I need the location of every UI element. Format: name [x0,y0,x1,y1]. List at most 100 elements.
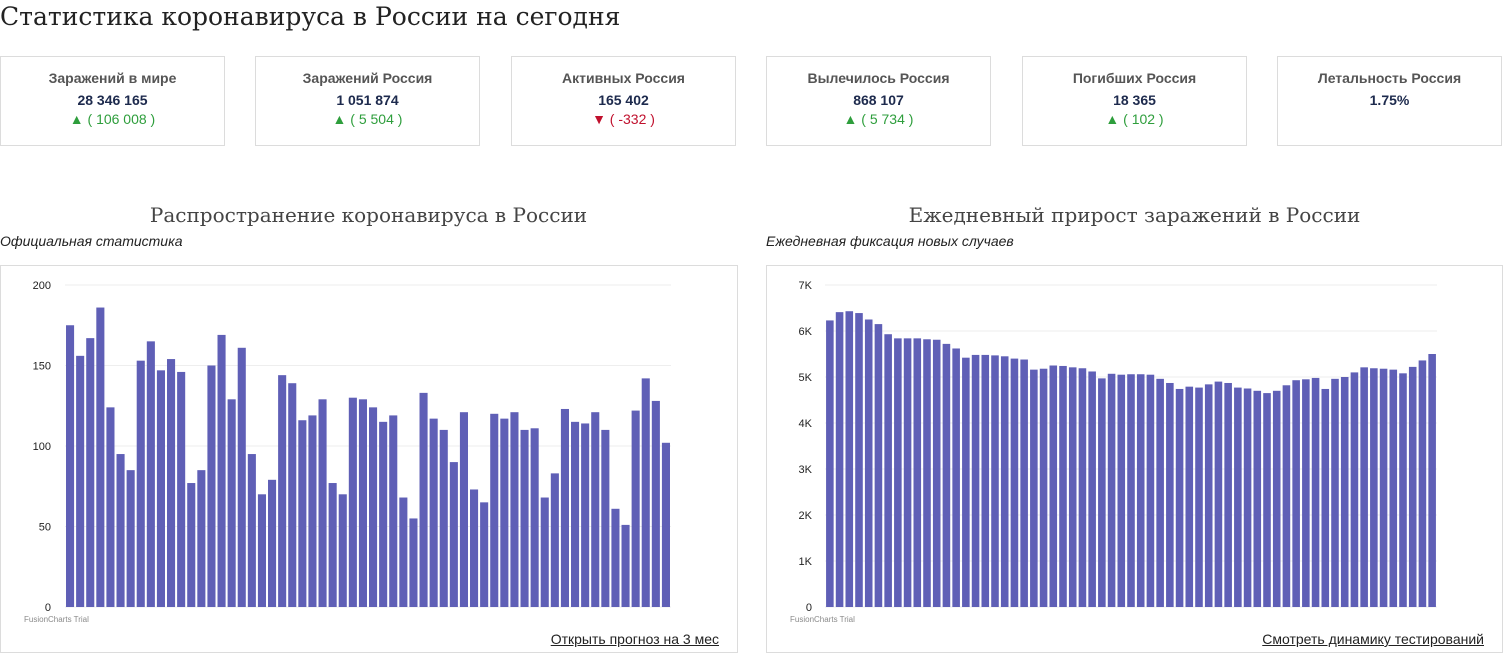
forecast-link[interactable]: Открыть прогноз на 3 мес [550,631,719,647]
bar[interactable] [1224,382,1232,607]
bar[interactable] [500,418,509,607]
testing-dynamics-link[interactable]: Смотреть динамику тестирований [1262,631,1484,647]
bar[interactable] [601,429,610,607]
bar[interactable] [298,420,307,607]
bar[interactable] [1282,385,1291,607]
bar[interactable] [207,365,216,608]
bar[interactable] [1418,360,1427,607]
bar[interactable] [1360,367,1368,607]
bar[interactable] [510,412,519,607]
bar[interactable] [278,375,287,607]
bar[interactable] [1370,368,1378,607]
bar[interactable] [1243,388,1252,608]
bar[interactable] [480,502,489,607]
bar[interactable] [874,324,883,607]
bar[interactable] [237,347,246,607]
bar[interactable] [449,462,458,607]
bar[interactable] [1263,393,1271,607]
bar[interactable] [845,311,854,607]
bar[interactable] [288,383,297,607]
bar[interactable] [520,429,529,607]
bar[interactable] [96,307,105,607]
bar[interactable] [76,355,85,607]
bar[interactable] [641,378,650,607]
bar[interactable] [1030,369,1038,607]
bar[interactable] [409,518,418,607]
bar[interactable] [1088,371,1096,607]
bar[interactable] [1272,390,1281,607]
bar[interactable] [1195,387,1203,607]
bar[interactable] [459,412,468,607]
bar[interactable] [1117,374,1126,607]
bar[interactable] [1107,373,1116,607]
bar[interactable] [1389,369,1398,607]
bar[interactable] [550,473,559,607]
bar[interactable] [369,407,378,607]
bar[interactable] [835,312,844,607]
bar[interactable] [1340,377,1349,607]
bar[interactable] [268,479,277,607]
bar[interactable] [379,421,388,607]
bar[interactable] [1156,378,1164,607]
bar[interactable] [1399,373,1407,607]
bar[interactable] [1146,374,1155,607]
bar[interactable] [167,359,176,607]
bar[interactable] [631,410,640,607]
bar[interactable] [1408,366,1417,607]
bar[interactable] [116,454,125,607]
bar[interactable] [257,494,266,607]
bar[interactable] [981,354,990,607]
bar[interactable] [611,508,620,607]
bar[interactable] [952,348,960,607]
bar[interactable] [358,399,367,607]
bar[interactable] [1049,365,1058,608]
bar[interactable] [389,415,398,607]
bar[interactable] [560,408,569,607]
bar[interactable] [855,313,863,607]
bar[interactable] [932,339,941,607]
bar[interactable] [439,429,448,607]
bar[interactable] [1039,368,1048,607]
bar[interactable] [1379,368,1388,607]
bar[interactable] [1214,381,1223,607]
bar[interactable] [661,442,670,607]
bar[interactable] [338,494,347,607]
bar[interactable] [146,341,155,607]
bar[interactable] [328,483,337,607]
bar[interactable] [1010,358,1019,607]
bar[interactable] [942,343,951,607]
bar[interactable] [903,338,912,607]
bar[interactable] [1204,384,1213,607]
bar[interactable] [1331,378,1339,607]
bar[interactable] [126,470,135,607]
bar[interactable] [1000,356,1009,607]
bar[interactable] [1020,359,1028,607]
bar[interactable] [1292,380,1300,607]
bar[interactable] [1078,368,1087,607]
bar[interactable] [227,399,236,607]
bar[interactable] [470,489,479,607]
bar[interactable] [217,334,226,607]
bar[interactable] [66,325,75,607]
bar[interactable] [884,334,892,607]
bar[interactable] [530,428,539,607]
bar[interactable] [1428,354,1436,607]
bar[interactable] [1175,388,1184,607]
bar[interactable] [913,338,922,607]
bar[interactable] [991,355,999,607]
bar[interactable] [1098,378,1106,607]
bar[interactable] [308,415,317,607]
bar[interactable] [1253,390,1262,607]
bar[interactable] [429,418,438,607]
bar[interactable] [581,423,590,607]
bar[interactable] [86,338,95,607]
bar[interactable] [177,371,186,607]
bar[interactable] [106,407,115,607]
bar[interactable] [1302,379,1310,607]
bar[interactable] [187,483,196,607]
bar[interactable] [962,357,970,607]
bar[interactable] [1127,374,1135,607]
bar[interactable] [621,524,630,607]
bar[interactable] [1185,386,1194,607]
bar[interactable] [1234,387,1242,607]
